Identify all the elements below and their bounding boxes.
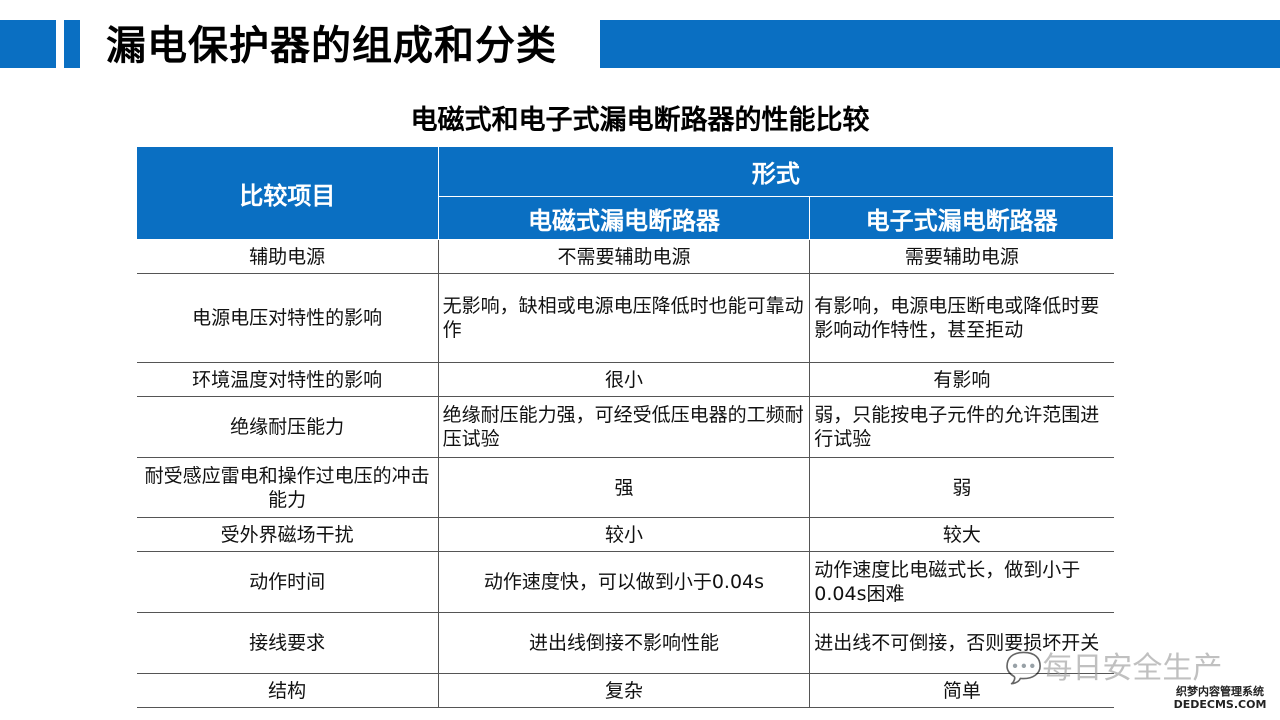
table-row: 电源电压对特性的影响 无影响，缺相或电源电压降低时也能可靠动作 有影响，电源电压断电…	[136, 273, 1114, 363]
cell-electronic: 进出线不可倒接，否则要损坏开关	[809, 612, 1114, 674]
table-title: 电磁式和电子式漏电断路器的性能比较	[410, 105, 870, 136]
cell-electromagnetic: 绝缘耐压能力强，可经受低压电器的工频耐压试验	[437, 396, 810, 458]
cell-electromagnetic: 强	[437, 457, 810, 518]
header-bar-left2	[64, 20, 80, 68]
page-title: 漏电保护器的组成和分类	[106, 23, 557, 69]
cell-electronic: 较大	[809, 517, 1114, 552]
cell-item: 电源电压对特性的影响	[136, 273, 439, 363]
header-item: 比较项目	[136, 146, 439, 240]
cell-item: 辅助电源	[136, 239, 439, 274]
header-group: 形式	[437, 146, 1115, 197]
table-row: 接线要求 进出线倒接不影响性能 进出线不可倒接，否则要损坏开关	[136, 612, 1114, 674]
cell-item: 绝缘耐压能力	[136, 396, 439, 458]
cell-electronic: 有影响，电源电压断电或降低时要影响动作特性，甚至拒动	[809, 273, 1114, 363]
cell-electronic: 简单	[809, 673, 1114, 708]
header-bar-right	[600, 20, 1280, 68]
cell-electromagnetic: 不需要辅助电源	[437, 239, 810, 274]
cell-electronic: 需要辅助电源	[809, 239, 1114, 274]
table-row: 耐受感应雷电和操作过电压的冲击能力强弱	[136, 457, 1114, 518]
cell-electromagnetic: 动作速度快，可以做到小于0.04s	[437, 551, 810, 613]
cell-item: 动作时间	[136, 551, 439, 613]
cell-electronic: 有影响	[809, 362, 1114, 397]
wechat-icon: 💬	[1005, 651, 1043, 686]
comparison-table: 比较项目 形式 电磁式漏电断路器 电子式漏电断路器 辅助电源 不需要辅助电源 需要辅助电…	[136, 146, 1115, 708]
watermark: 💬每日安全生产	[1005, 651, 1223, 686]
cell-item: 耐受感应雷电和操作过电压的冲击能力	[136, 457, 439, 518]
cell-electromagnetic: 无影响，缺相或电源电压降低时也能可靠动作	[437, 273, 810, 363]
table-row: 受外界磁场干扰 较小 较大	[136, 517, 1114, 552]
cell-electromagnetic: 很小	[437, 362, 810, 397]
cell-electronic: 弱，只能按电子元件的允许范围进行试验	[809, 396, 1114, 458]
table-row: 动作时间 动作速度快，可以做到小于0.04s 动作速度比电磁式长，做到小于0.04s…	[136, 551, 1114, 613]
dedecms-logo: 织梦内容管理系统 DEDECMS.COM	[1173, 685, 1267, 711]
cell-item: 环境温度对特性的影响	[136, 362, 439, 397]
table-row: 结构 复杂 简单	[136, 673, 1114, 708]
header-electromagnetic: 电磁式漏电断路器	[437, 196, 811, 240]
table-row: 绝缘耐压能力 绝缘耐压能力强，可经受低压电器的工频耐压试验 弱，只能按电子元件的允许…	[136, 396, 1114, 458]
cell-electronic: 动作速度比电磁式长，做到小于0.04s困难	[809, 551, 1114, 613]
header-bar-left	[0, 20, 56, 68]
header-electronic: 电子式漏电断路器	[809, 196, 1114, 240]
cell-item: 受外界磁场干扰	[136, 517, 439, 552]
cell-electromagnetic: 较小	[437, 517, 810, 552]
table-row: 环境温度对特性的影响 很小 有影响	[136, 362, 1114, 397]
table-row: 辅助电源 不需要辅助电源 需要辅助电源	[136, 239, 1114, 274]
cell-electronic: 弱	[809, 457, 1114, 518]
cell-electromagnetic: 进出线倒接不影响性能	[437, 612, 810, 674]
cell-item: 结构	[136, 673, 439, 708]
cell-item: 接线要求	[136, 612, 439, 674]
cell-electromagnetic: 复杂	[437, 673, 810, 708]
